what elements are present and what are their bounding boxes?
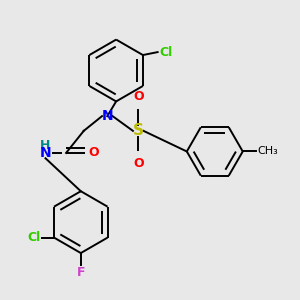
Text: N: N bbox=[40, 146, 51, 160]
Text: Cl: Cl bbox=[159, 46, 172, 59]
Text: O: O bbox=[133, 158, 143, 170]
Text: H: H bbox=[40, 139, 51, 152]
Text: F: F bbox=[76, 266, 85, 279]
Text: O: O bbox=[133, 90, 143, 103]
Text: Cl: Cl bbox=[28, 231, 41, 244]
Text: CH₃: CH₃ bbox=[257, 146, 278, 157]
Text: N: N bbox=[101, 109, 113, 123]
Text: S: S bbox=[133, 123, 144, 138]
Text: O: O bbox=[88, 146, 99, 159]
